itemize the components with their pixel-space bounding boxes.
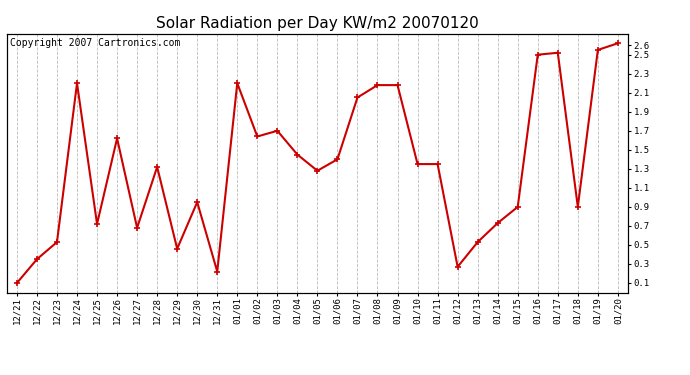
Text: Copyright 2007 Cartronics.com: Copyright 2007 Cartronics.com bbox=[10, 38, 180, 48]
Title: Solar Radiation per Day KW/m2 20070120: Solar Radiation per Day KW/m2 20070120 bbox=[156, 16, 479, 31]
